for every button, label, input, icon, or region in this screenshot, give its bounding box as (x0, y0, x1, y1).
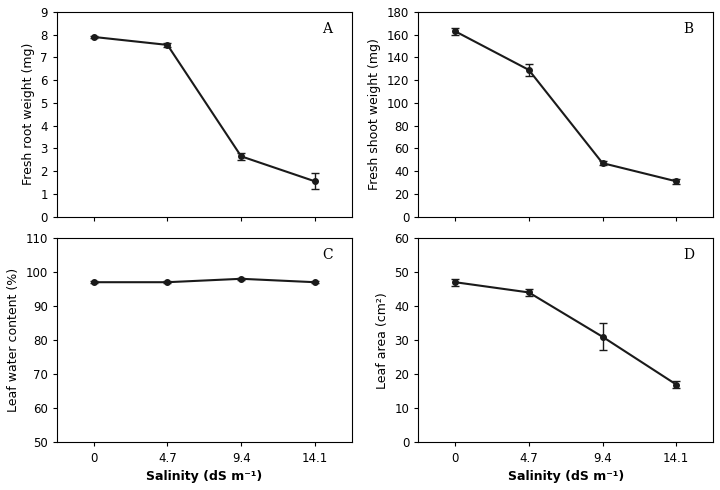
Text: C: C (322, 248, 333, 262)
Text: B: B (683, 22, 693, 36)
Text: A: A (322, 22, 332, 36)
X-axis label: Salinity (dS m⁻¹): Salinity (dS m⁻¹) (508, 470, 624, 483)
Text: D: D (683, 248, 695, 262)
X-axis label: Salinity (dS m⁻¹): Salinity (dS m⁻¹) (146, 470, 262, 483)
Y-axis label: Leaf water content (%): Leaf water content (%) (7, 268, 20, 412)
Y-axis label: Leaf area (cm²): Leaf area (cm²) (376, 292, 389, 389)
Y-axis label: Fresh root weight (mg): Fresh root weight (mg) (22, 43, 35, 185)
Y-axis label: Fresh shoot weight (mg): Fresh shoot weight (mg) (369, 38, 382, 190)
